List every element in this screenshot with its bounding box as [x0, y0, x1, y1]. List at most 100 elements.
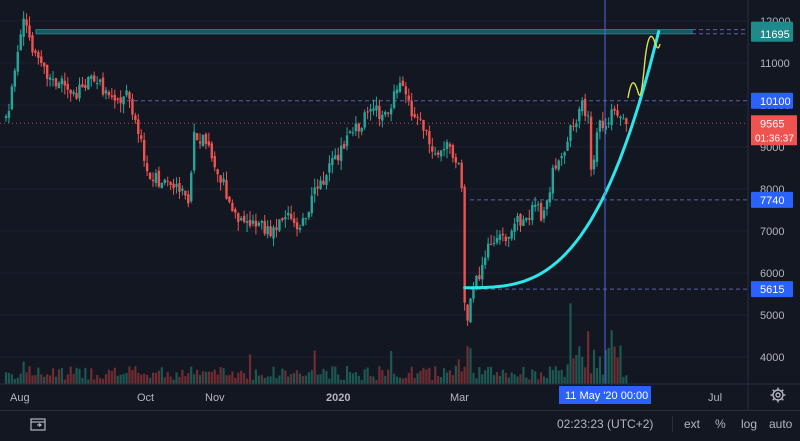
- volume-bar: [213, 369, 216, 384]
- x-tick-label: Mar: [450, 392, 469, 404]
- volume-bar: [516, 376, 519, 384]
- candle: [560, 156, 563, 159]
- candle: [43, 62, 46, 67]
- volume-bar: [13, 378, 16, 384]
- volume-bar: [622, 376, 625, 384]
- candle: [401, 80, 405, 87]
- volume-bar: [272, 366, 275, 384]
- y-tick-label: 6000: [760, 268, 784, 280]
- candle: [445, 142, 449, 150]
- candle: [31, 35, 34, 53]
- volume-bar: [595, 368, 599, 384]
- candle: [381, 114, 384, 121]
- volume-bar: [198, 375, 202, 384]
- candle: [266, 226, 269, 235]
- candle: [13, 70, 17, 87]
- volume-bar: [72, 373, 75, 384]
- volume-bar: [610, 330, 613, 384]
- log-scale-toggle[interactable]: log: [741, 417, 758, 431]
- volume-bar: [254, 369, 257, 384]
- extended-hours-toggle[interactable]: ext: [684, 417, 701, 431]
- candle: [51, 79, 55, 81]
- candle: [134, 115, 137, 121]
- volume-bar: [316, 374, 319, 384]
- candle: [248, 220, 252, 226]
- candle: [407, 95, 410, 100]
- candle: [216, 169, 219, 175]
- volume-bar: [475, 378, 478, 384]
- volume-bar: [410, 366, 413, 384]
- volume-bar: [572, 358, 575, 384]
- candle: [531, 204, 534, 221]
- divider: [672, 416, 673, 432]
- volume-bar: [575, 354, 578, 384]
- projection-path: [627, 35, 661, 99]
- price-tag-label: 7740: [760, 195, 784, 207]
- volume-bar: [178, 376, 181, 384]
- volume-bar: [501, 369, 504, 384]
- candle: [210, 143, 213, 159]
- auto-scale-toggle[interactable]: auto: [769, 417, 793, 431]
- volume-bar: [551, 369, 554, 384]
- candle: [507, 237, 510, 239]
- candle: [245, 221, 249, 223]
- volume-bar: [469, 348, 472, 384]
- volume-bar: [116, 375, 119, 384]
- candle: [481, 264, 484, 280]
- candle: [95, 83, 99, 85]
- candle: [428, 131, 431, 145]
- volume-bar: [581, 356, 584, 384]
- gear-icon[interactable]: [770, 387, 786, 403]
- volume-bar: [607, 347, 610, 384]
- candle: [34, 50, 37, 53]
- volume-bar: [454, 365, 457, 384]
- candle: [213, 155, 216, 168]
- volume-bar: [460, 371, 463, 384]
- volume-bar: [19, 373, 22, 384]
- volume-bar: [601, 374, 604, 384]
- candle: [251, 220, 255, 224]
- percent-scale-toggle[interactable]: %: [715, 417, 726, 431]
- volume-bar: [125, 373, 128, 384]
- volume-bar: [193, 374, 196, 384]
- volume-bar: [542, 376, 546, 384]
- volume-bar: [49, 375, 52, 384]
- candle: [307, 212, 311, 218]
- volume-bar: [37, 367, 40, 384]
- volume-bar: [40, 374, 43, 384]
- volume-bar: [137, 372, 140, 384]
- volume-bar: [10, 374, 13, 384]
- volume-bar: [237, 372, 240, 384]
- candle: [601, 120, 605, 128]
- volume-bar: [128, 366, 131, 384]
- volume-bar: [31, 375, 34, 384]
- volume-bar: [184, 376, 187, 384]
- candle: [372, 108, 375, 111]
- candle: [84, 84, 87, 89]
- volume-bar: [413, 377, 416, 384]
- candle: [260, 221, 263, 223]
- candle: [16, 51, 19, 72]
- volume-bar: [228, 375, 231, 384]
- volume-bar: [448, 370, 452, 384]
- volume-bar: [534, 371, 537, 384]
- candle: [448, 144, 452, 147]
- volume-bar: [310, 370, 313, 384]
- date-range-icon[interactable]: [30, 417, 46, 431]
- volume-bar: [34, 375, 37, 384]
- candle: [63, 80, 66, 86]
- candle: [87, 76, 90, 90]
- candle: [548, 192, 552, 203]
- candle: [337, 154, 340, 161]
- candle: [439, 150, 443, 157]
- candle: [37, 52, 40, 59]
- candle: [475, 275, 478, 287]
- candle: [125, 90, 128, 96]
- volume-bar: [416, 373, 419, 384]
- volume-bar: [378, 366, 381, 384]
- volume-bar: [181, 369, 184, 384]
- candle: [389, 108, 393, 115]
- volume-bar: [175, 372, 178, 384]
